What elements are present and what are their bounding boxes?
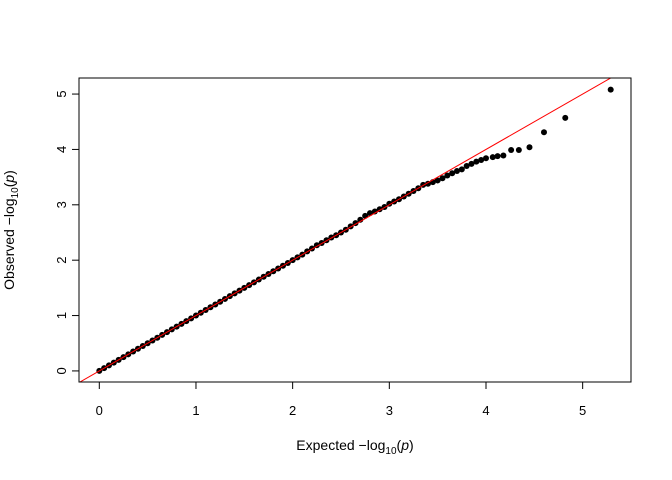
- data-point: [453, 168, 460, 175]
- x-tick-label: 5: [579, 403, 586, 418]
- y-tick-label: 2: [54, 257, 69, 264]
- data-point: [489, 154, 496, 161]
- y-axis-label: Observed −log10(p): [1, 170, 21, 290]
- data-point: [526, 144, 533, 151]
- data-point: [357, 216, 364, 223]
- y-axis: 0 1 2 3 4 5: [54, 90, 80, 375]
- data-points: [96, 86, 614, 374]
- data-point: [439, 175, 446, 182]
- data-point: [473, 158, 480, 165]
- data-point: [482, 155, 489, 162]
- data-point: [478, 156, 485, 163]
- data-point: [515, 146, 522, 153]
- y-tick-label: 0: [54, 367, 69, 374]
- reference-line: [79, 78, 612, 382]
- data-point: [444, 172, 451, 179]
- data-point: [607, 86, 614, 93]
- y-tick-label: 4: [54, 146, 69, 153]
- x-tick-label: 1: [192, 403, 199, 418]
- data-point: [468, 160, 475, 167]
- data-point: [371, 208, 378, 215]
- y-tick-label: 5: [54, 90, 69, 97]
- y-tick-label: 1: [54, 312, 69, 319]
- data-point: [540, 129, 547, 136]
- x-axis: 0 1 2 3 4 5: [96, 381, 586, 418]
- data-point: [434, 177, 441, 184]
- y-tick-label: 3: [54, 201, 69, 208]
- x-axis-label: Expected −log10(p): [296, 437, 413, 457]
- x-tick-label: 4: [482, 403, 489, 418]
- data-point: [562, 114, 569, 121]
- data-point: [463, 163, 470, 170]
- x-tick-label: 0: [96, 403, 103, 418]
- x-tick-label: 2: [289, 403, 296, 418]
- data-point: [494, 153, 501, 160]
- data-point: [449, 170, 456, 177]
- data-point: [458, 166, 465, 173]
- data-point: [508, 146, 515, 153]
- data-point: [500, 152, 507, 159]
- x-tick-label: 3: [386, 403, 393, 418]
